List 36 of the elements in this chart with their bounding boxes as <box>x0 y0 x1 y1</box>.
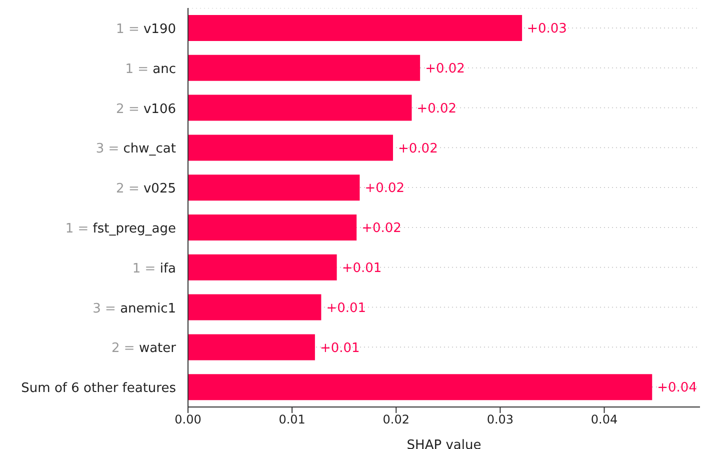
y-tick-label: 1 = v190 <box>116 22 176 37</box>
data-label: +0.02 <box>362 221 402 236</box>
data-label: +0.01 <box>320 340 360 356</box>
x-tick-label: 0.01 <box>278 412 306 427</box>
x-tick-label: 0.02 <box>382 412 410 427</box>
x-axis-title: SHAP value <box>406 438 482 449</box>
data-label: +0.01 <box>326 300 366 316</box>
data-label: +0.02 <box>398 141 438 156</box>
y-tick-label: 2 = v025 <box>116 182 176 197</box>
bar <box>188 214 357 240</box>
bar <box>188 94 412 121</box>
data-label: +0.02 <box>364 181 405 196</box>
y-tick-label: 1 = fst_preg_age <box>65 221 176 236</box>
y-tick-label: 2 = v106 <box>116 102 176 117</box>
data-label: +0.01 <box>342 261 382 276</box>
data-label: +0.02 <box>416 101 457 116</box>
bar <box>188 134 394 161</box>
data-label: +0.02 <box>425 62 465 77</box>
y-tick-label: 3 = anemic1 <box>92 301 176 316</box>
bar <box>188 254 337 280</box>
bar <box>188 54 420 81</box>
y-tick-label: Sum of 6 other features <box>21 381 176 396</box>
y-tick-label: 1 = ifa <box>132 261 176 276</box>
y-tick-label: 2 = water <box>112 341 177 356</box>
bar <box>188 334 315 360</box>
bar <box>188 294 322 320</box>
y-tick-label: 1 = anc <box>125 62 176 77</box>
x-tick-label: 0.03 <box>486 412 514 427</box>
data-label: +0.04 <box>657 380 697 396</box>
bar <box>188 15 522 41</box>
bar <box>188 374 652 400</box>
data-label: +0.03 <box>527 22 567 37</box>
y-tick-label: 3 = chw_cat <box>96 142 176 157</box>
text: 0.00 <box>174 412 202 427</box>
x-tick-label: 0.04 <box>590 412 618 427</box>
bar <box>188 174 360 201</box>
